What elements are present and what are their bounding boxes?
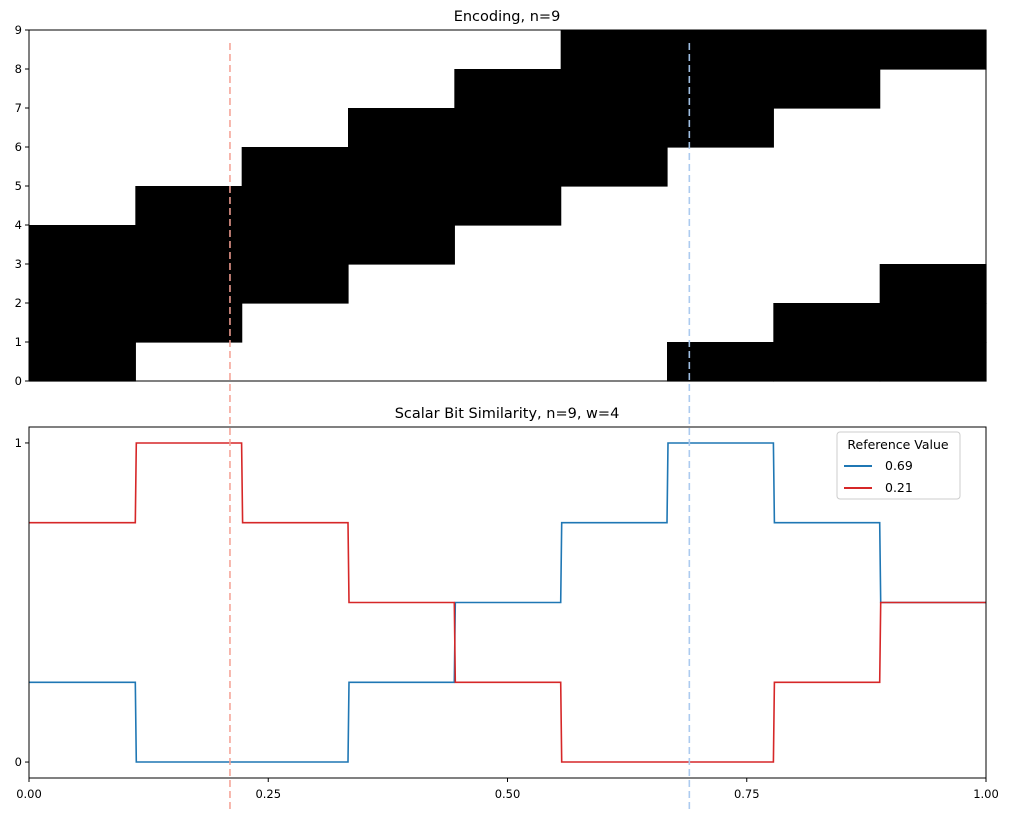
encoding-y-tick-label: 2: [15, 296, 22, 310]
encoding-cells: [29, 30, 987, 382]
encoding-cell: [241, 186, 349, 226]
encoding-cell: [879, 264, 987, 304]
encoding-y-tick-label: 6: [15, 140, 22, 154]
encoding-cell: [667, 108, 774, 148]
similarity-ticks: 0.00 0.25 0.50 0.75 1.00 0 1: [15, 436, 999, 801]
legend-title: Reference Value: [847, 437, 949, 452]
encoding-cell: [560, 30, 668, 70]
encoding-cell: [454, 69, 562, 109]
similarity-series-line: [29, 442, 986, 763]
encoding-cell: [135, 225, 243, 265]
encoding-cell: [348, 186, 455, 226]
encoding-y-tick-label: 5: [15, 179, 22, 193]
encoding-cell: [241, 225, 349, 265]
encoding-cell: [29, 264, 136, 304]
encoding-cell: [454, 108, 562, 148]
encoding-cell: [135, 303, 243, 343]
encoding-cell: [29, 342, 136, 382]
encoding-cell: [135, 186, 243, 226]
encoding-plot: Encoding, n=9 0 1 2 3 4 5 6 7 8 9: [15, 9, 987, 388]
encoding-cell: [773, 342, 881, 382]
similarity-x-tick-label: 0.00: [16, 787, 42, 801]
encoding-cell: [667, 69, 774, 109]
similarity-x-tick-label: 0.25: [255, 787, 281, 801]
encoding-cell: [29, 303, 136, 343]
encoding-y-tick-label: 9: [15, 23, 22, 37]
similarity-y-tick-label: 1: [15, 436, 22, 450]
encoding-cell: [560, 108, 668, 148]
encoding-cell: [560, 147, 668, 187]
encoding-cell: [348, 108, 455, 148]
encoding-cell: [454, 147, 562, 187]
encoding-cell: [879, 342, 987, 382]
encoding-cell: [667, 30, 774, 70]
encoding-cell: [135, 264, 243, 304]
encoding-cell: [348, 225, 455, 265]
encoding-cell: [879, 30, 987, 70]
encoding-y-tick-label: 4: [15, 218, 22, 232]
encoding-cell: [454, 186, 562, 226]
similarity-x-tick-label: 0.50: [495, 787, 521, 801]
encoding-y-tick-label: 7: [15, 101, 22, 115]
reference-lines: [229, 43, 691, 813]
similarity-x-tick-label: 1.00: [973, 787, 999, 801]
legend-label-series-1: 0.21: [885, 480, 913, 495]
encoding-cell: [773, 303, 881, 343]
encoding-cell: [241, 264, 349, 304]
similarity-title: Scalar Bit Similarity, n=9, w=4: [395, 406, 620, 422]
encoding-y-ticks: 0 1 2 3 4 5 6 7 8 9: [15, 23, 29, 388]
encoding-cell: [241, 147, 349, 187]
encoding-y-tick-label: 0: [15, 374, 22, 388]
similarity-frame: [28, 426, 987, 779]
encoding-y-tick-label: 8: [15, 62, 22, 76]
encoding-cell: [773, 69, 881, 109]
encoding-y-tick-label: 1: [15, 335, 22, 349]
similarity-plot: Scalar Bit Similarity, n=9, w=4 0.00 0.25…: [15, 406, 999, 801]
legend: Reference Value 0.69 0.21: [836, 431, 961, 500]
legend-label-series-0: 0.69: [885, 458, 913, 473]
encoding-title: Encoding, n=9: [454, 9, 561, 25]
similarity-y-tick-label: 0: [15, 755, 22, 769]
encoding-cell: [667, 342, 774, 382]
similarity-series-line: [29, 442, 986, 763]
encoding-y-tick-label: 3: [15, 257, 22, 271]
encoding-cell: [773, 30, 881, 70]
legend-box: [836, 431, 961, 500]
encoding-cell: [29, 225, 136, 265]
encoding-cell: [560, 69, 668, 109]
similarity-x-tick-label: 0.75: [734, 787, 760, 801]
encoding-cell: [348, 147, 455, 187]
similarity-series: [29, 442, 986, 763]
encoding-frame: [28, 29, 987, 382]
encoding-cell: [879, 303, 987, 343]
